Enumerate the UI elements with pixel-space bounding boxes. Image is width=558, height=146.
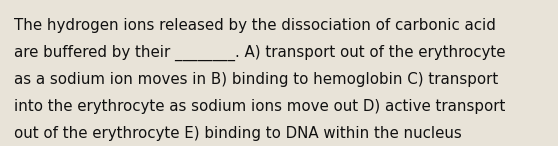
Text: The hydrogen ions released by the dissociation of carbonic acid: The hydrogen ions released by the dissoc… [14,18,496,33]
Text: out of the erythrocyte E) binding to DNA within the nucleus: out of the erythrocyte E) binding to DNA… [14,126,461,141]
Text: into the erythrocyte as sodium ions move out D) active transport: into the erythrocyte as sodium ions move… [14,99,506,114]
Text: as a sodium ion moves in B) binding to hemoglobin C) transport: as a sodium ion moves in B) binding to h… [14,72,498,87]
Text: are buffered by their ________. A) transport out of the erythrocyte: are buffered by their ________. A) trans… [14,45,506,61]
